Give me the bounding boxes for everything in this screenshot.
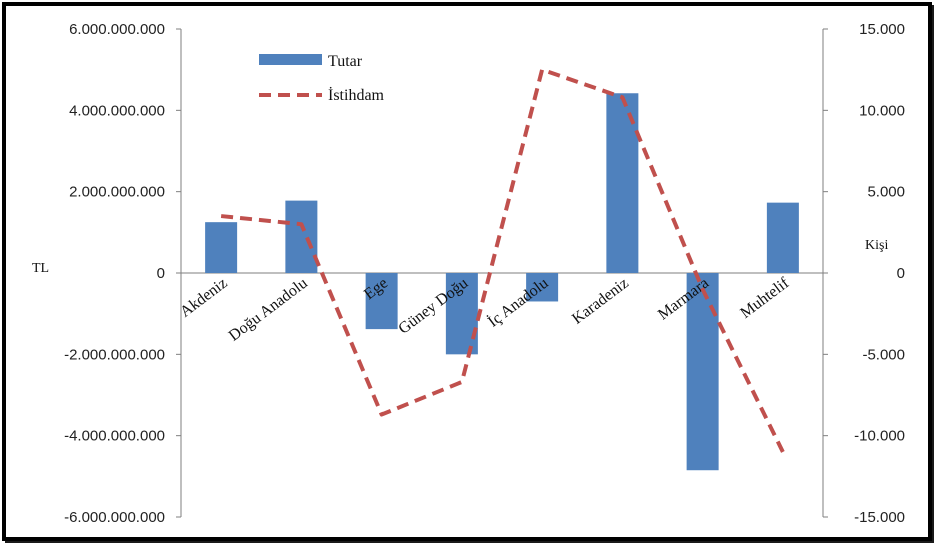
left-tick-label: -2.000.000.000 [64,346,165,363]
category-label: İç Anadolu [484,274,551,331]
left-tick-label: 2.000.000.000 [69,184,165,201]
left-tick-label: 6.000.000.000 [69,21,165,38]
right-tick-label: 15.000 [859,21,905,38]
bar-akdeniz [205,222,238,273]
right-tick-label: 10.000 [859,102,905,119]
left-tick-label: -6.000.000.000 [64,509,165,526]
right-tick-label: -10.000 [854,428,905,445]
bar-ege [365,273,398,330]
legend-label-istihdam: İstihdam [328,86,385,104]
right-tick-label: -15.000 [854,509,905,526]
istihdam-line [220,67,785,453]
category-label: Akdeniz [177,275,231,321]
right-tick-label: 0 [897,265,905,282]
category-label: Doğu Anadolu [226,275,311,345]
right-tick-label: -5.000 [862,346,905,363]
left-axis-title: TL [32,261,49,276]
bar-marmara [686,273,719,471]
legend-swatch-tutar [259,54,322,65]
left-tick-label: 0 [157,265,165,282]
category-label: Karadeniz [569,275,632,328]
right-axis-title: Kişi [865,238,888,253]
left-tick-label: 4.000.000.000 [69,102,165,119]
legend-label-tutar: Tutar [328,53,363,70]
bar-i-anadolu [526,273,559,302]
category-label: Muhtelif [737,274,792,322]
bar-do-u-anadolu [285,200,318,273]
bar-muhtelif [766,202,799,273]
right-tick-label: 5.000 [867,184,905,201]
left-tick-label: -4.000.000.000 [64,428,165,445]
bar-g-ney-do-u [445,273,478,355]
